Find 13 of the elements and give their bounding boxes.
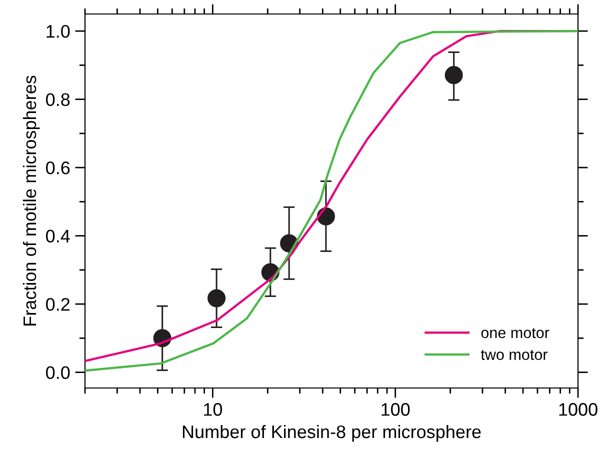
legend-label: one motor — [481, 328, 550, 338]
y-tick-label: 0.4 — [46, 230, 70, 243]
legend-label: two motor — [480, 350, 548, 360]
y-tick-label: 0.6 — [46, 161, 70, 174]
x-axis-title: Number of Kinesin-8 per microsphere — [182, 424, 481, 442]
y-tick-label: 1.0 — [46, 24, 70, 38]
x-tick-label: 1000 — [559, 403, 598, 416]
y-axis-title: Fraction of motile microspheres — [22, 76, 40, 326]
y-tick-label: 0.8 — [46, 93, 70, 106]
x-tick-label: 100 — [382, 403, 410, 416]
y-tick-label: 0.2 — [46, 298, 70, 311]
y-tick-label: 0.0 — [46, 366, 70, 380]
x-tick-label: 10 — [204, 403, 222, 416]
